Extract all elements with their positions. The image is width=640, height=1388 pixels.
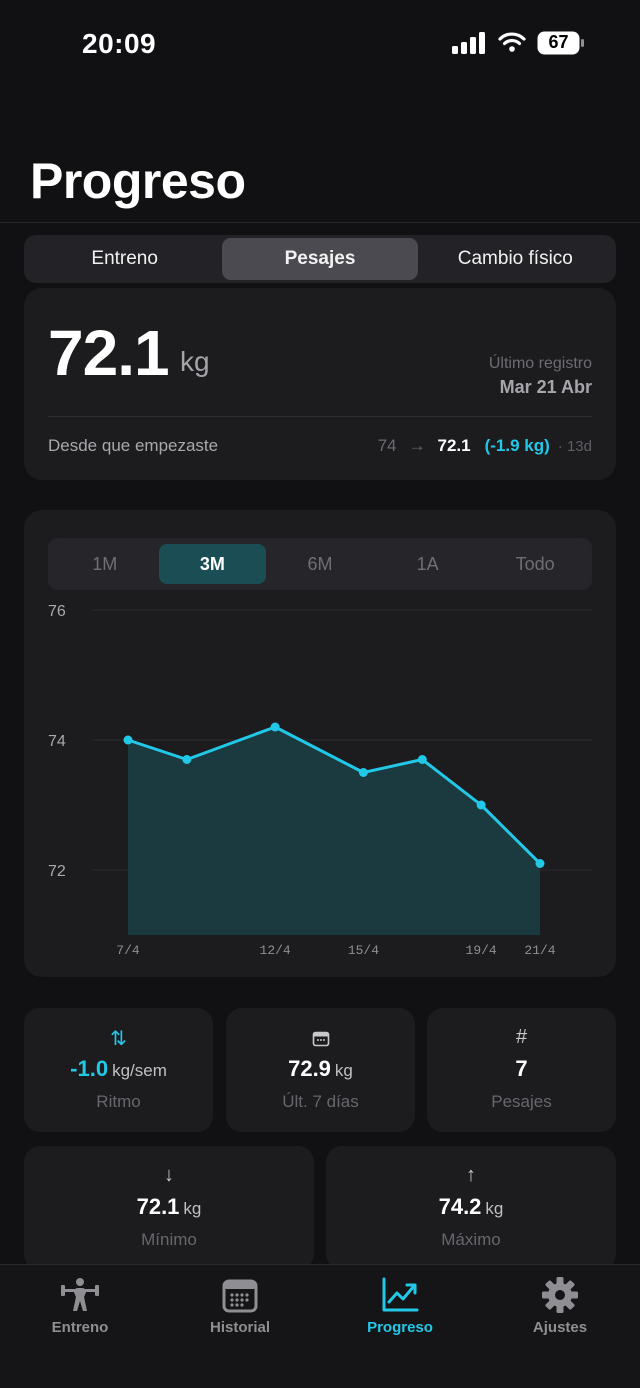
min-unit: kg xyxy=(183,1199,202,1218)
since-start-summary: 74 → 72.1 (-1.9 kg) · 13d xyxy=(378,436,592,456)
rate-unit: kg/sem xyxy=(112,1061,167,1080)
rate-value-row: -1.0 kg/sem xyxy=(24,1056,213,1082)
battery-indicator: 67 xyxy=(537,31,585,55)
chart-data-point xyxy=(417,755,427,764)
range-tab-1m[interactable]: 1M xyxy=(92,553,118,574)
tab-ajustes-label: Ajustes xyxy=(532,1319,588,1336)
count-label: Pesajes xyxy=(491,1092,552,1111)
x-tick-label: 19/4 xyxy=(466,943,497,958)
calendar-icon xyxy=(226,1026,415,1054)
range-tab-1a[interactable]: 1A xyxy=(416,553,439,574)
weightlifter-icon xyxy=(61,1278,99,1311)
max-value-row: 74.2 kg xyxy=(326,1194,616,1220)
chart-data-point xyxy=(476,800,486,810)
min-value-row: 72.1 kg xyxy=(24,1194,314,1220)
x-tick-label: 7/4 xyxy=(116,943,140,958)
tab-ajustes[interactable]: Ajustes xyxy=(480,1265,640,1388)
y-tick-label: 72 xyxy=(48,863,66,880)
chart-data-point xyxy=(358,768,368,777)
chart-data-point xyxy=(535,859,545,868)
weight-difference: (-1.9 kg) xyxy=(484,436,550,455)
weight-summary-card: 72.1 kg Último registro Mar 21 Abr Desde… xyxy=(24,288,616,480)
rate-value: -1.0 xyxy=(70,1056,109,1081)
tab-entreno-label: Entreno xyxy=(51,1319,109,1336)
last-record-date: Mar 21 Abr xyxy=(499,377,592,397)
current-weight: 72.1 xyxy=(437,436,471,455)
calendar-icon xyxy=(222,1279,258,1313)
start-weight: 74 xyxy=(377,436,397,455)
card-divider xyxy=(48,416,592,417)
last7-value-row: 72.9 kg xyxy=(226,1056,415,1082)
chart-data-point xyxy=(182,755,192,764)
y-tick-label: 74 xyxy=(48,733,66,750)
y-tick-label: 76 xyxy=(48,603,66,620)
max-label: Máximo xyxy=(441,1230,501,1249)
current-weight-unit: kg xyxy=(180,346,210,377)
status-bar: 20:09 67 xyxy=(0,0,640,90)
status-time: 20:09 xyxy=(82,28,157,59)
up-down-arrows-icon: ⇅ xyxy=(110,1028,127,1050)
current-weight-value: 72.1 xyxy=(48,317,170,389)
cellular-signal-icon xyxy=(452,32,485,54)
last7-unit: kg xyxy=(334,1061,353,1080)
tab-historial[interactable]: Historial xyxy=(160,1265,320,1388)
range-tab-6m[interactable]: 6M xyxy=(307,553,333,574)
since-start-label: Desde que empezaste xyxy=(48,436,219,455)
trend-chart-icon xyxy=(382,1277,419,1312)
weight-line-chart: 76 74 72 7/4 12/4 15/4 19/4 21/4 xyxy=(48,603,592,958)
tab-entreno[interactable]: Entreno xyxy=(0,1265,160,1388)
stat-tile-rate: ⇅ -1.0 kg/sem Ritmo xyxy=(24,1008,213,1132)
count-value: 7 xyxy=(515,1056,528,1081)
max-unit: kg xyxy=(485,1199,504,1218)
tab-historial-label: Historial xyxy=(209,1319,270,1336)
header-divider xyxy=(0,222,640,223)
x-tick-label: 21/4 xyxy=(524,943,555,958)
tab-progreso[interactable]: Progreso xyxy=(320,1265,480,1388)
x-tick-label: 15/4 xyxy=(348,943,379,958)
last7-label: Últ. 7 días xyxy=(282,1092,359,1111)
last-record-label: Último registro xyxy=(488,355,592,372)
segment-pesajes[interactable]: Pesajes xyxy=(222,238,418,280)
range-selector: 1M 3M 6M 1A Todo xyxy=(48,538,592,590)
tab-bar: Entreno Historial Progreso xyxy=(0,1264,640,1388)
segment-entreno[interactable]: Entreno xyxy=(91,248,158,269)
battery-level: 67 xyxy=(548,32,569,52)
gear-icon xyxy=(542,1277,578,1313)
chart-data-point xyxy=(123,735,133,745)
segmented-control: Entreno Pesajes Cambio físico xyxy=(24,235,616,283)
page-title: Progreso xyxy=(30,153,246,209)
weight-chart-card: 1M 3M 6M 1A Todo 76 74 72 7/4 12/4 15/4 19/4 21… xyxy=(24,510,616,977)
max-value: 74.2 xyxy=(438,1194,482,1219)
arrow-right-icon: → xyxy=(408,436,426,455)
stat-tile-minimum: ↓ 72.1 kg Mínimo xyxy=(24,1146,314,1270)
x-tick-label: 12/4 xyxy=(260,943,291,958)
wifi-icon xyxy=(498,32,526,52)
stat-tile-last-7-days: 72.9 kg Últ. 7 días xyxy=(226,1008,415,1132)
min-value: 72.1 xyxy=(136,1194,180,1219)
stat-tile-count: # 7 Pesajes xyxy=(427,1008,616,1132)
rate-label: Ritmo xyxy=(96,1092,141,1111)
count-value-row: 7 xyxy=(427,1056,616,1082)
arrow-down-icon: ↓ xyxy=(164,1164,174,1186)
chart-area-fill xyxy=(128,727,540,935)
range-tab-3m[interactable]: 3M xyxy=(158,544,267,584)
hash-icon: # xyxy=(515,1026,528,1048)
last7-value: 72.9 xyxy=(288,1056,331,1081)
elapsed-days: · 13d xyxy=(557,438,592,455)
chart-data-point xyxy=(270,722,280,732)
tab-progreso-label: Progreso xyxy=(367,1319,433,1336)
arrow-up-icon: ↑ xyxy=(466,1164,476,1186)
stat-tile-maximum: ↑ 74.2 kg Máximo xyxy=(326,1146,616,1270)
min-label: Mínimo xyxy=(141,1230,197,1249)
segment-cambio-fisico[interactable]: Cambio físico xyxy=(457,248,573,269)
range-tab-todo[interactable]: Todo xyxy=(515,553,555,574)
